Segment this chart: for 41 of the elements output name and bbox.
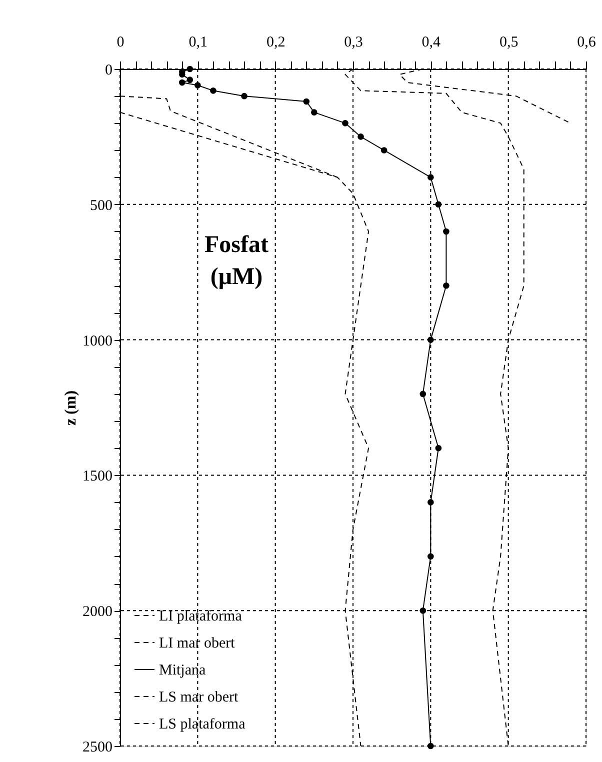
y-tick-label: 0 (105, 62, 112, 78)
x-tick-label: 0,5 (499, 34, 518, 50)
point (241, 92, 248, 100)
point (194, 82, 201, 88)
point (358, 134, 364, 140)
legend-label: Mitjana (159, 662, 206, 678)
legend-label: LI mar obert (159, 636, 236, 652)
point (428, 742, 434, 750)
point (428, 553, 434, 560)
annotation: Fosfat (μM) (204, 232, 268, 290)
x-tick-label: 0,4 (422, 34, 442, 50)
x-tick-label: 0,2 (266, 34, 286, 50)
x-tick-label: 0,1 (188, 34, 208, 50)
point (428, 174, 434, 180)
x-tick-label: 0,3 (344, 34, 363, 50)
point (443, 228, 450, 235)
point (303, 98, 310, 105)
point (420, 390, 426, 398)
legend-label: LS plataforma (159, 716, 246, 732)
point (342, 120, 348, 126)
point (443, 282, 450, 289)
point (428, 499, 434, 506)
y-axis-title: z (m) (62, 390, 80, 426)
point (210, 88, 216, 94)
point (435, 444, 442, 452)
y-tick-label: 2000 (82, 604, 112, 620)
point (178, 79, 186, 86)
y-tick-label: 2500 (82, 740, 112, 756)
point (428, 336, 434, 343)
x-tick-label: 0,6 (577, 34, 596, 50)
point (435, 201, 442, 208)
y-tick-label: 500 (90, 198, 112, 214)
point (186, 76, 194, 83)
point (380, 147, 388, 154)
x-tick-label: 0 (116, 34, 124, 50)
legend-label: LS mar obert (159, 690, 239, 706)
point (420, 607, 426, 614)
point (311, 109, 318, 116)
point (186, 66, 194, 72)
y-tick-label: 1500 (82, 468, 112, 485)
y-tick-label: 1000 (82, 333, 112, 350)
